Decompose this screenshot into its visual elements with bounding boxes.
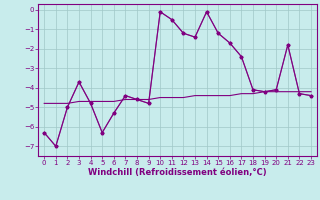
X-axis label: Windchill (Refroidissement éolien,°C): Windchill (Refroidissement éolien,°C) <box>88 168 267 177</box>
